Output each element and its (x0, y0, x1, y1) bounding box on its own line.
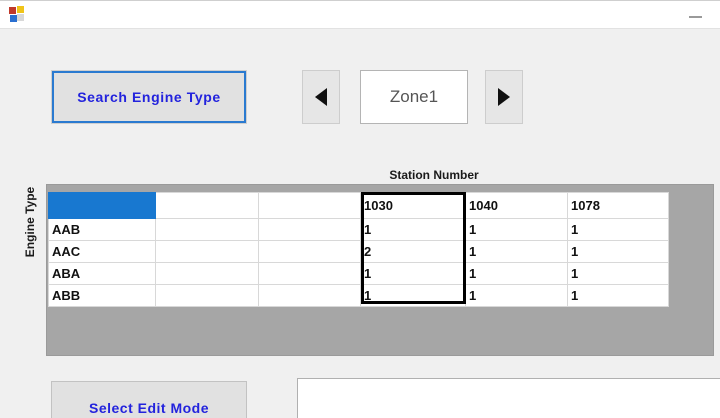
cell-1030[interactable]: 1 (360, 262, 466, 285)
table-row[interactable]: ABB 1 1 1 (48, 284, 669, 307)
cell-1078[interactable]: 1 (567, 218, 669, 241)
cell-1040[interactable]: 1 (465, 218, 568, 241)
cell-blank-1[interactable] (155, 284, 259, 307)
cell-1078[interactable]: 1 (567, 284, 669, 307)
cell-engine-type[interactable]: ABB (48, 284, 156, 307)
previous-zone-button[interactable] (302, 70, 340, 124)
table-header-row: 1030 1040 1078 (48, 192, 669, 219)
cell-1030[interactable]: 2 (360, 240, 466, 263)
zone-value: Zone1 (389, 87, 439, 106)
header-cell-blank-1[interactable] (155, 192, 259, 219)
station-number-label: Station Number (389, 168, 479, 182)
cell-blank-2[interactable] (258, 218, 361, 241)
minimize-button[interactable] (673, 1, 718, 28)
cell-blank-2[interactable] (258, 284, 361, 307)
table-row[interactable]: AAB 1 1 1 (48, 218, 669, 241)
triangle-right-icon (498, 88, 510, 106)
cell-engine-type[interactable]: ABA (48, 262, 156, 285)
cell-1078[interactable]: 1 (567, 262, 669, 285)
cell-1040[interactable]: 1 (465, 284, 568, 307)
engine-type-label: Engine Type (23, 186, 37, 258)
data-grid-panel: 1030 1040 1078 AAB 1 1 1 AAC 2 (46, 184, 714, 356)
cell-blank-1[interactable] (155, 262, 259, 285)
cell-engine-type[interactable]: AAB (48, 218, 156, 241)
header-cell-1040[interactable]: 1040 (465, 192, 568, 219)
cell-blank-1[interactable] (155, 240, 259, 263)
title-bar (0, 0, 720, 28)
table-row[interactable]: AAC 2 1 1 (48, 240, 669, 263)
cell-1030[interactable]: 1 (360, 218, 466, 241)
cell-1078[interactable]: 1 (567, 240, 669, 263)
search-engine-type-button[interactable]: Search Engine Type (51, 70, 247, 124)
select-edit-mode-button[interactable]: Select Edit Mode (51, 381, 247, 418)
header-cell-blank-2[interactable] (258, 192, 361, 219)
cell-1040[interactable]: 1 (465, 262, 568, 285)
engine-station-table[interactable]: 1030 1040 1078 AAB 1 1 1 AAC 2 (48, 192, 669, 307)
form-body: Search Engine Type Zone1 Station Number … (0, 28, 720, 418)
minimize-icon (689, 16, 702, 18)
zone-display[interactable]: Zone1 (360, 70, 468, 124)
cell-1030[interactable]: 1 (360, 284, 466, 307)
triangle-left-icon (315, 88, 327, 106)
cell-1040[interactable]: 1 (465, 240, 568, 263)
header-cell-corner-selected[interactable] (48, 192, 156, 219)
cell-engine-type[interactable]: AAC (48, 240, 156, 263)
header-cell-1078[interactable]: 1078 (567, 192, 669, 219)
edit-mode-textbox[interactable] (297, 378, 720, 418)
next-zone-button[interactable] (485, 70, 523, 124)
cell-blank-1[interactable] (155, 218, 259, 241)
table-row[interactable]: ABA 1 1 1 (48, 262, 669, 285)
header-cell-1030[interactable]: 1030 (360, 192, 466, 219)
app-squares-icon (9, 6, 26, 23)
cell-blank-2[interactable] (258, 262, 361, 285)
cell-blank-2[interactable] (258, 240, 361, 263)
